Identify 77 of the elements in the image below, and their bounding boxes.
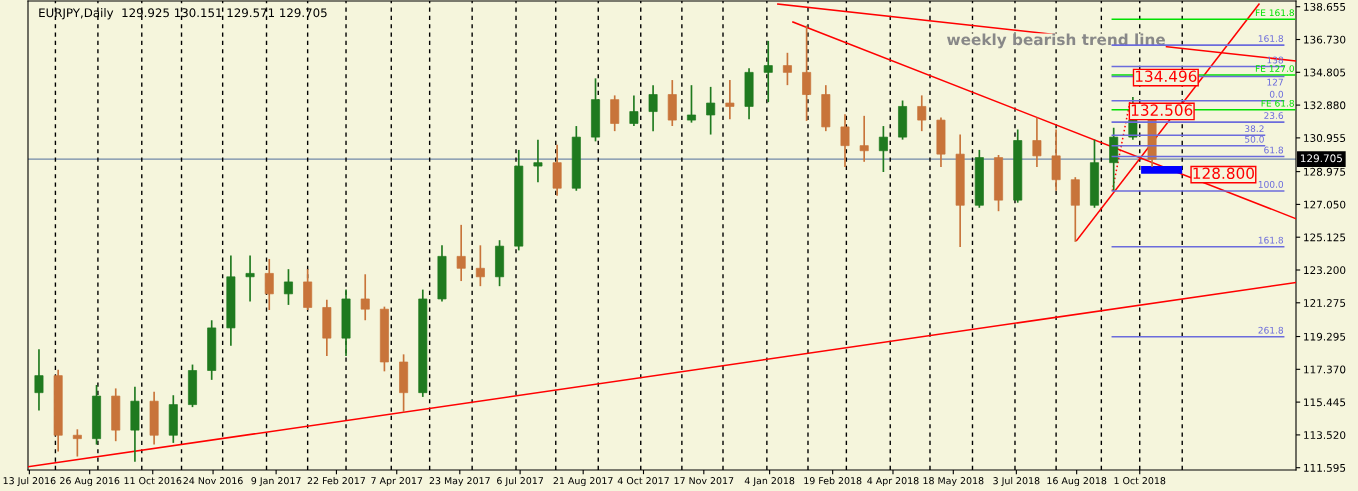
x-tick-label: 4 Apr 2018 <box>867 477 919 487</box>
annotation: 132.506 <box>1131 104 1193 116</box>
y-tick-label: 113.520 <box>1304 431 1346 440</box>
series-label: FE 161.8 <box>1255 9 1295 17</box>
candlestick <box>456 224 466 282</box>
series-label: 50.0 <box>1245 135 1264 143</box>
x-tick-label: 16 Aug 2018 <box>1047 477 1107 487</box>
x-tick-label: 6 Jul 2017 <box>497 476 544 487</box>
series-label: 61.8 <box>1264 146 1284 154</box>
candlestick <box>648 85 658 132</box>
series-label: 161.8 <box>1258 236 1284 244</box>
candlestick <box>72 429 82 457</box>
y-tick-label: 115.445 <box>1304 398 1346 407</box>
x-tick-label: 4 Oct 2017 <box>617 477 669 485</box>
text: EURJPY,Daily 129.925 130.151 129.571 129.705 <box>39 8 327 20</box>
annotation: 134.496 <box>1135 70 1197 82</box>
candlestick <box>264 258 274 311</box>
candlestick <box>763 40 773 103</box>
candlestick <box>802 25 812 121</box>
candlestick <box>475 245 485 287</box>
x-tick-label: 9 Jan 2017 <box>251 477 301 487</box>
candlestick <box>1032 117 1042 167</box>
y-tick-label: 128.975 <box>1304 167 1346 176</box>
x-tick-label: 13 Jul 2016 <box>3 476 56 487</box>
x-tick-label: 18 May 2018 <box>923 477 984 487</box>
y-tick-label: 117.370 <box>1304 365 1346 374</box>
candlestick <box>782 52 792 86</box>
x-tick-label: 23 May 2017 <box>429 477 490 487</box>
candlestick <box>34 349 44 411</box>
candlestick <box>687 85 696 123</box>
candlestick <box>706 86 716 135</box>
candlestick <box>859 115 869 162</box>
series-label: FE 127.0 <box>1255 65 1295 72</box>
y-tick-label: 132.880 <box>1304 101 1346 110</box>
y-tick-label: 111.595 <box>1304 463 1346 472</box>
candlestick <box>725 80 735 120</box>
candlestick <box>533 139 543 183</box>
x-tick-label: 4 Jan 2018 <box>744 477 795 487</box>
y-tick-label: 123.200 <box>1304 266 1346 275</box>
series-label: 0.0 <box>1269 90 1284 98</box>
ref-line-label: 129.705 <box>1300 154 1342 163</box>
series-label: 38.2 <box>1245 125 1264 133</box>
series-label: 127 <box>1267 78 1283 86</box>
candlestick <box>610 95 620 132</box>
x-tick-label: 22 Feb 2017 <box>307 476 366 485</box>
x-tick-label: 7 Apr 2017 <box>371 477 423 487</box>
annotation: weekly bearish trend line <box>947 33 1165 49</box>
candlestick <box>878 126 888 173</box>
y-tick-label: 119.295 <box>1304 332 1346 341</box>
x-tick-label: 24 Nov 2016 <box>183 477 243 485</box>
candlestick <box>629 95 639 127</box>
y-tick-label: 125.125 <box>1304 233 1346 242</box>
x-tick-label: 3 Jul 2018 <box>993 476 1040 487</box>
y-tick-label: 138.655 <box>1304 2 1346 11</box>
series-label: 161.8 <box>1258 35 1284 42</box>
candlestick <box>917 95 927 132</box>
x-tick-label: 11 Oct 2016 <box>124 477 182 485</box>
candlestick <box>1051 129 1061 191</box>
y-tick-label: 130.955 <box>1304 134 1346 142</box>
series-label: FE 61.8 <box>1261 99 1295 107</box>
y-tick-label: 136.730 <box>1304 35 1346 44</box>
candlestick <box>245 255 255 302</box>
y-tick-label: 134.805 <box>1304 68 1346 77</box>
x-tick-label: 26 Aug 2016 <box>60 477 120 487</box>
series-label: 261.8 <box>1258 326 1284 334</box>
x-tick-label: 19 Feb 2018 <box>804 476 862 485</box>
y-tick-label: 121.275 <box>1304 299 1346 307</box>
candlestick <box>840 114 850 167</box>
y-tick-label: 127.050 <box>1304 200 1346 209</box>
series-label: 23.6 <box>1264 112 1284 119</box>
x-tick-label: 17 Nov 2017 <box>674 477 734 485</box>
series-label: 100.0 <box>1258 180 1284 188</box>
x-tick-label: 21 Aug 2017 <box>553 477 613 487</box>
candlestick <box>283 269 293 305</box>
candlestick <box>360 274 370 321</box>
annotation: 128.800 <box>1193 167 1254 180</box>
x-tick-label: 1 Oct 2018 <box>1114 477 1166 485</box>
